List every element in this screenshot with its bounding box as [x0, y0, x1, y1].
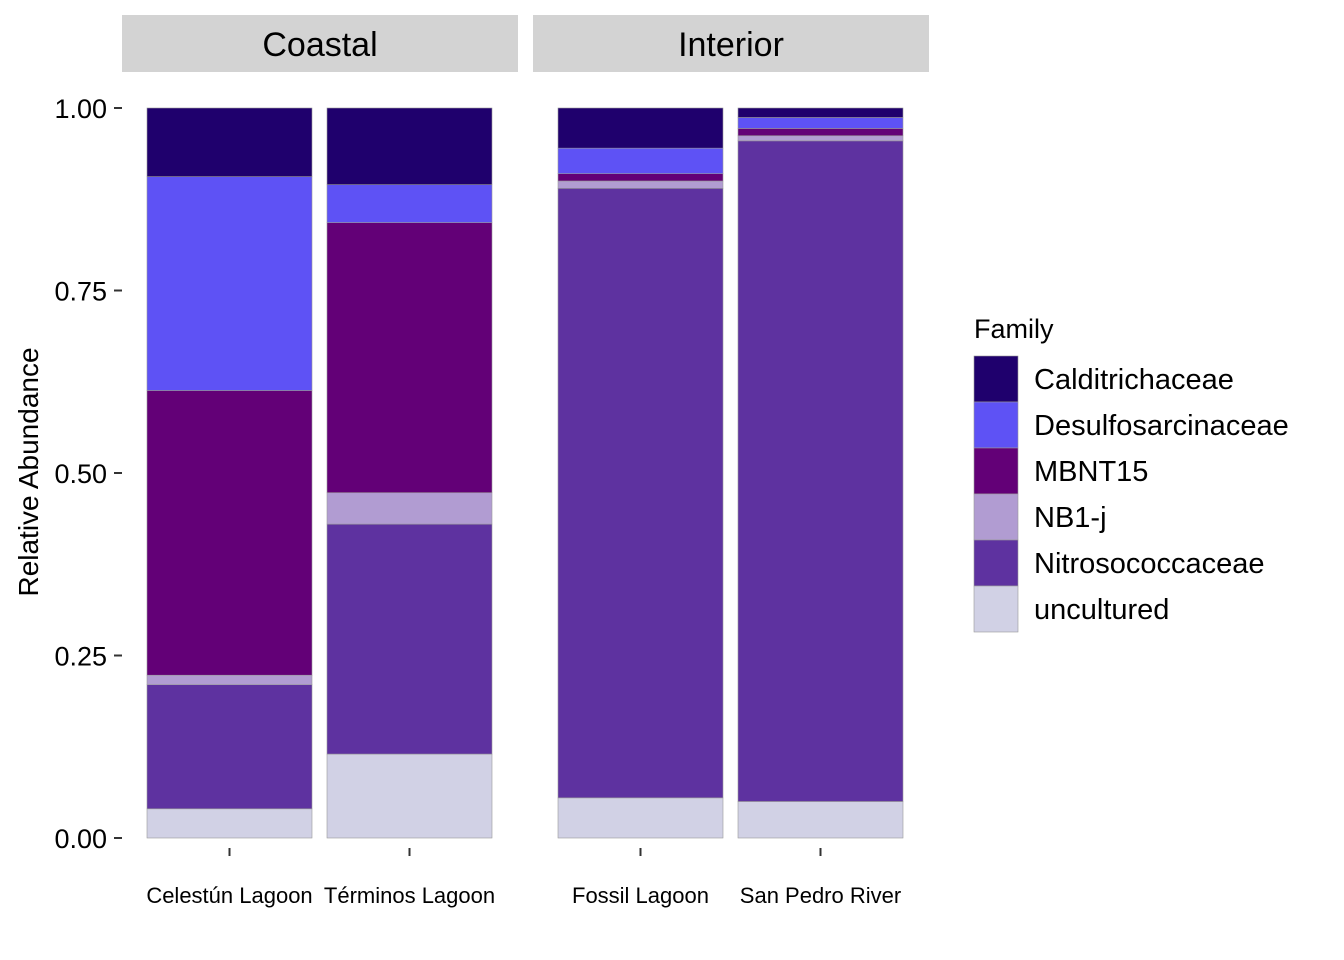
y-tick-label-4: 1.00 [54, 94, 107, 124]
bar-segment-calditrichaceae-1 [326, 107, 493, 185]
bar-segment-nitrosococcaceae-2 [557, 188, 724, 799]
bar-segment-calditrichaceae-2 [557, 107, 724, 149]
legend-label-1: Desulfosarcinaceae [1034, 410, 1289, 442]
bar-segment-uncultured-0 [146, 808, 313, 839]
x-tick-label-3: San Pedro River [740, 883, 901, 908]
y-tick-label-2: 0.50 [54, 459, 107, 489]
bar-segment-calditrichaceae-0 [146, 107, 313, 177]
bar-segment-uncultured-2 [557, 797, 724, 839]
legend-title: Family [974, 314, 1054, 344]
bar-segment-nb1-j-2 [557, 180, 724, 189]
bar-segment-uncultured-3 [737, 801, 904, 839]
bar-segment-calditrichaceae-3 [737, 107, 904, 118]
legend-label-5: uncultured [1034, 594, 1169, 626]
bar-segment-desulfosarcinaceae-2 [557, 147, 724, 174]
legend: Family Calditrichaceae Desulfosarcinaceae… [973, 314, 1289, 633]
bar-segment-nb1-j-0 [146, 674, 313, 686]
legend-label-3: NB1-j [1034, 502, 1107, 534]
legend-label-0: Calditrichaceae [1034, 364, 1234, 396]
y-axis-label: Relative Abundance [13, 347, 44, 596]
facet-strip-1 [533, 15, 929, 72]
y-axis: 0.00 0.25 0.50 0.75 1.00 [54, 94, 122, 854]
facet-strip-0 [122, 15, 518, 72]
legend-label-4: Nitrosococcaceae [1034, 548, 1265, 580]
bar-segment-nitrosococcaceae-0 [146, 684, 313, 810]
y-tick-label-0: 0.00 [54, 824, 107, 854]
bar-segment-uncultured-1 [326, 753, 493, 839]
bar-segment-nitrosococcaceae-1 [326, 523, 493, 755]
x-tick-label-0: Celestún Lagoon [146, 883, 312, 908]
legend-label-2: MBNT15 [1034, 456, 1148, 488]
facet-label-0: Coastal [262, 26, 377, 64]
bar-segment-desulfosarcinaceae-1 [326, 184, 493, 223]
y-tick-label-3: 0.75 [54, 277, 107, 307]
bar-segment-nitrosococcaceae-3 [737, 140, 904, 802]
facet-label-1: Interior [678, 26, 784, 64]
legend-key-1 [973, 401, 1019, 449]
x-tick-label-1: Términos Lagoon [324, 883, 495, 908]
bar-segment-mbnt15-1 [326, 222, 493, 494]
bar-segment-nb1-j-1 [326, 492, 493, 525]
x-axis: Celestún Lagoon Términos Lagoon Fossil Lag… [146, 848, 901, 908]
bar-segment-desulfosarcinaceae-0 [146, 176, 313, 391]
legend-key-5 [973, 585, 1019, 633]
bar-segment-desulfosarcinaceae-3 [737, 117, 904, 129]
bar-segment-mbnt15-3 [737, 128, 904, 137]
y-tick-label-1: 0.25 [54, 642, 107, 672]
bar-segment-mbnt15-0 [146, 390, 313, 676]
facet-strips: Coastal Interior [122, 15, 929, 72]
legend-key-0 [973, 355, 1019, 403]
bar-segment-nb1-j-3 [737, 135, 904, 142]
legend-key-4 [973, 539, 1019, 587]
legend-key-2 [973, 447, 1019, 495]
legend-key-3 [973, 493, 1019, 541]
bars [146, 107, 904, 839]
bar-segment-mbnt15-2 [557, 173, 724, 182]
x-tick-label-2: Fossil Lagoon [572, 883, 709, 908]
